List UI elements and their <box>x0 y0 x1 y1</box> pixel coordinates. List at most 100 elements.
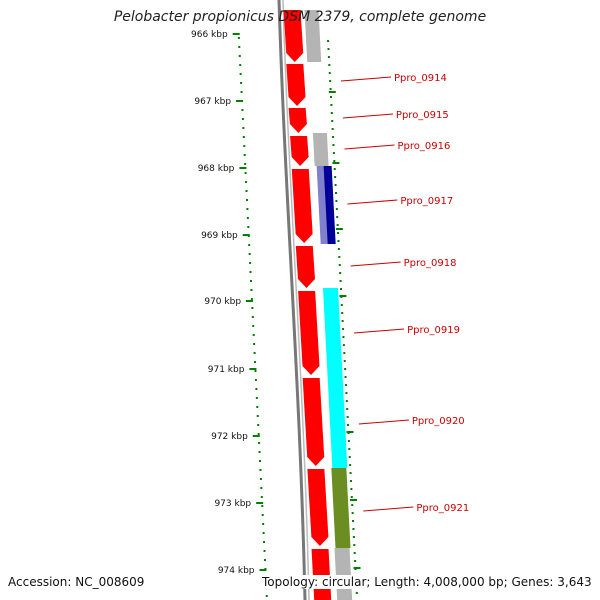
axis-dot <box>252 325 255 327</box>
axis-dot <box>242 127 245 129</box>
track-tick-4 <box>339 295 347 297</box>
axis-dot <box>259 478 262 480</box>
axis-dot <box>239 64 242 66</box>
track-dot <box>344 384 347 386</box>
gene-gray-1 <box>304 10 322 62</box>
gene-leader-line <box>350 261 401 267</box>
axis-dot <box>255 388 258 390</box>
axis-tick-4 <box>242 234 250 236</box>
track-dot <box>348 448 351 450</box>
axis-dot <box>248 244 251 246</box>
track-dot <box>333 168 336 170</box>
track-dot <box>348 456 351 458</box>
track-dot <box>339 272 342 274</box>
track-dot <box>331 128 334 130</box>
track-dot <box>327 48 330 50</box>
axis-dot <box>263 541 266 543</box>
track-dot <box>336 224 339 226</box>
track-dot <box>352 528 355 530</box>
gene-ppro-0919-0920 <box>322 288 348 468</box>
axis-dot <box>256 406 259 408</box>
axis-dot <box>253 352 256 354</box>
track-dot <box>345 400 348 402</box>
axis-tick-label-1: 966 kbp <box>191 30 228 40</box>
forward-gene-5 <box>291 169 313 243</box>
axis-dot <box>260 496 263 498</box>
forward-gene-4 <box>290 136 309 166</box>
track-dot <box>342 336 345 338</box>
axis-dot <box>246 217 249 219</box>
axis-dot <box>244 172 247 174</box>
track-dot <box>350 488 353 490</box>
axis-dot <box>241 118 244 120</box>
axis-tick-label-6: 971 kbp <box>208 365 245 375</box>
track-dot <box>349 472 352 474</box>
gene-labels: Ppro_0914 Ppro_0915 Ppro_0916 Ppro_0917 Ppro… <box>340 73 469 514</box>
axis-dot <box>262 523 265 525</box>
track-tick-5 <box>346 431 354 433</box>
axis-dot <box>252 334 255 336</box>
track-dot <box>346 408 349 410</box>
axis-dot <box>246 208 249 210</box>
gene-track <box>283 10 353 600</box>
track-dot <box>343 360 346 362</box>
axis-dot <box>258 442 261 444</box>
gene-leader-line <box>358 419 409 425</box>
track-dot <box>327 40 330 42</box>
axis-dot <box>258 451 261 453</box>
axis-dot <box>239 73 242 75</box>
axis-dot <box>253 343 256 345</box>
track-dot <box>329 96 332 98</box>
axis-tick-label-8: 973 kbp <box>214 499 251 509</box>
track-dot <box>331 120 334 122</box>
map-title: Pelobacter propionicus DSM 2379, complet… <box>113 9 487 25</box>
axis-dot <box>251 316 254 318</box>
backbone <box>277 0 310 600</box>
axis-dot <box>259 460 261 462</box>
track-dot <box>330 112 333 114</box>
gene-leader-line <box>342 113 393 119</box>
gene-label: Ppro_0916 <box>398 141 451 152</box>
kbp-axis: 966 kbp 967 kbp 968 kbp 969 kbp 970 kbp 971 k… <box>191 30 361 597</box>
axis-dot <box>242 136 245 138</box>
axis-dot <box>245 181 248 183</box>
track-dot <box>351 504 354 506</box>
track-dot <box>332 144 335 146</box>
track-dot <box>338 264 341 266</box>
track-dot <box>337 248 340 250</box>
axis-tick-label-4: 969 kbp <box>201 231 238 241</box>
track-dot <box>327 56 330 58</box>
track-dot <box>330 104 333 106</box>
axis-tick-7 <box>252 435 260 437</box>
track-dot <box>333 160 336 162</box>
track-dot <box>352 520 355 522</box>
backbone-line-inner <box>282 0 310 600</box>
axis-tick-label-3: 968 kbp <box>198 164 235 174</box>
track-dot <box>328 72 331 74</box>
track-dot <box>351 512 354 514</box>
track-dot <box>334 184 337 186</box>
track-dot <box>345 392 348 394</box>
axis-dot <box>261 505 264 507</box>
axis-dot <box>237 37 240 39</box>
axis-dot <box>245 199 248 201</box>
track-dot <box>338 256 341 258</box>
axis-tick-2 <box>236 100 244 102</box>
axis-dot <box>257 424 260 426</box>
track-dot <box>329 80 332 82</box>
track-dot <box>347 424 350 426</box>
track-dot <box>337 232 340 234</box>
axis-tick-9 <box>259 569 267 571</box>
gene-leader-line <box>344 144 395 150</box>
track-tick-1 <box>328 91 336 93</box>
axis-dot <box>254 361 257 363</box>
axis-dot <box>262 532 265 534</box>
axis-dot <box>250 289 253 291</box>
track-dot <box>349 464 352 466</box>
axis-dot <box>254 379 257 381</box>
gene-label: Ppro_0918 <box>404 258 457 269</box>
axis-tick-label-7: 972 kbp <box>211 432 248 442</box>
axis-tick-label-5: 970 kbp <box>204 297 241 307</box>
axis-dot <box>260 487 263 489</box>
